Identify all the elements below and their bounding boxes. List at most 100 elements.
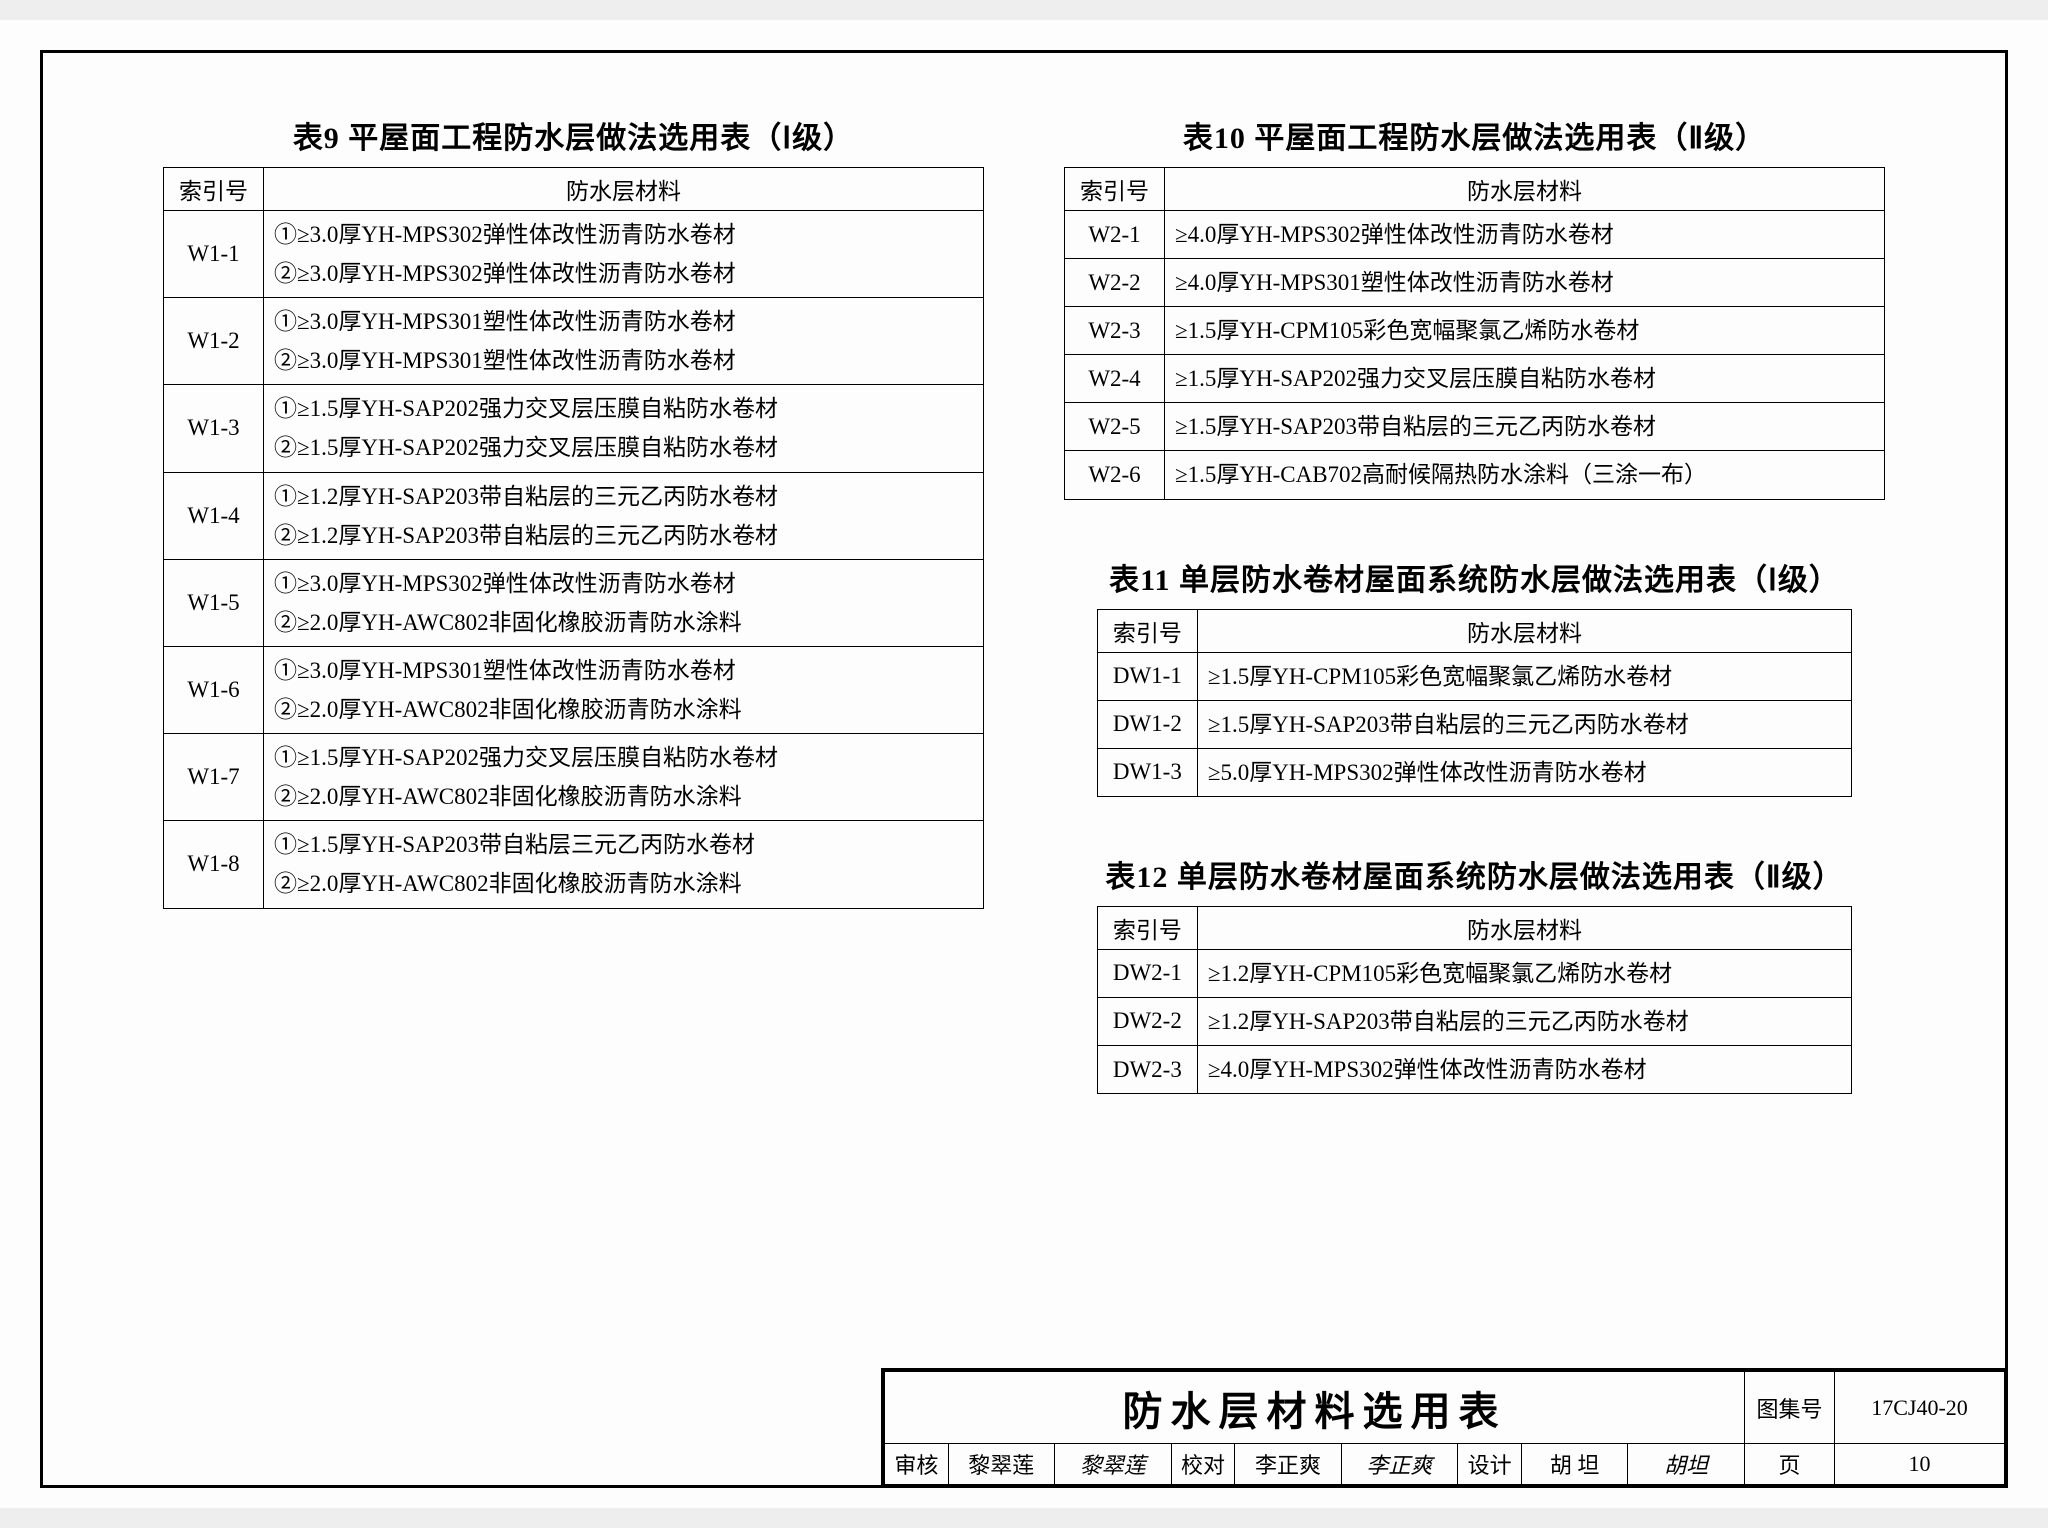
material-cell: ≥4.0厚YH-MPS301塑性体改性沥青防水卷材 bbox=[1165, 259, 1885, 307]
material-line: ≥4.0厚YH-MPS301塑性体改性沥青防水卷材 bbox=[1175, 263, 1874, 302]
material-line: ②≥1.2厚YH-SAP203带自粘层的三元乙丙防水卷材 bbox=[274, 516, 973, 555]
table-row: W1-7①≥1.5厚YH-SAP202强力交叉层压膜自粘防水卷材②≥2.0厚YH… bbox=[164, 734, 984, 821]
table12-wrap: 表12 单层防水卷材屋面系统防水层做法选用表（Ⅱ级） 索引号 防水层材料 DW2… bbox=[1064, 852, 1885, 1094]
left-column: 表9 平屋面工程防水层做法选用表（Ⅰ级） 索引号 防水层材料 W1-1①≥3.0… bbox=[163, 113, 984, 1475]
index-cell: DW1-2 bbox=[1097, 700, 1197, 748]
index-cell: W1-3 bbox=[164, 385, 264, 472]
table-row: DW1-3 ≥5.0厚YH-MPS302弹性体改性沥青防水卷材 bbox=[1097, 748, 1851, 796]
index-cell: DW2-1 bbox=[1097, 949, 1197, 997]
page-label: 页 bbox=[1745, 1444, 1835, 1485]
table9-title: 表9 平屋面工程防水层做法选用表（Ⅰ级） bbox=[163, 113, 984, 157]
table10-title: 表10 平屋面工程防水层做法选用表（Ⅱ级） bbox=[1064, 113, 1885, 157]
material-cell: ≥1.5厚YH-CPM105彩色宽幅聚氯乙烯防水卷材 bbox=[1197, 652, 1851, 700]
material-cell: ≥1.2厚YH-CPM105彩色宽幅聚氯乙烯防水卷材 bbox=[1197, 949, 1851, 997]
material-line: ①≥3.0厚YH-MPS302弹性体改性沥青防水卷材 bbox=[274, 564, 973, 603]
material-line: ②≥1.5厚YH-SAP202强力交叉层压膜自粘防水卷材 bbox=[274, 428, 973, 467]
index-cell: W1-2 bbox=[164, 298, 264, 385]
material-cell: ≥1.5厚YH-CPM105彩色宽幅聚氯乙烯防水卷材 bbox=[1165, 307, 1885, 355]
material-line: ≥1.5厚YH-SAP203带自粘层的三元乙丙防水卷材 bbox=[1208, 705, 1841, 744]
design-name: 胡 坦 bbox=[1522, 1444, 1628, 1485]
design-signature: 胡坦 bbox=[1628, 1444, 1745, 1485]
table12-header-material: 防水层材料 bbox=[1197, 906, 1851, 949]
index-cell: W2-4 bbox=[1065, 355, 1165, 403]
check-name: 李正爽 bbox=[1235, 1444, 1341, 1485]
table-row: W1-2①≥3.0厚YH-MPS301塑性体改性沥青防水卷材②≥3.0厚YH-M… bbox=[164, 298, 984, 385]
table10-body: W2-1 ≥4.0厚YH-MPS302弹性体改性沥青防水卷材 W2-2 ≥4.0厚YH… bbox=[1065, 211, 1885, 500]
material-line: ≥5.0厚YH-MPS302弹性体改性沥青防水卷材 bbox=[1208, 753, 1841, 792]
material-cell: ①≥1.2厚YH-SAP203带自粘层的三元乙丙防水卷材②≥1.2厚YH-SAP… bbox=[264, 472, 984, 559]
material-cell: ≥1.5厚YH-CAB702高耐候隔热防水涂料（三涂一布） bbox=[1165, 451, 1885, 499]
index-cell: DW2-3 bbox=[1097, 1046, 1197, 1094]
title-block: 防水层材料选用表 图集号 17CJ40-20 审核 黎翠莲 黎翠莲 校对 李正爽… bbox=[881, 1368, 2008, 1488]
table12-body: DW2-1≥1.2厚YH-CPM105彩色宽幅聚氯乙烯防水卷材DW2-2 ≥1.2… bbox=[1097, 949, 1851, 1093]
table-row: W1-3 ①≥1.5厚YH-SAP202强力交叉层压膜自粘防水卷材②≥1.5厚YH… bbox=[164, 385, 984, 472]
index-cell: W1-4 bbox=[164, 472, 264, 559]
table-row: W2-1 ≥4.0厚YH-MPS302弹性体改性沥青防水卷材 bbox=[1065, 211, 1885, 259]
table-row: DW2-3 ≥4.0厚YH-MPS302弹性体改性沥青防水卷材 bbox=[1097, 1046, 1851, 1094]
material-line: ≥1.5厚YH-SAP202强力交叉层压膜自粘防水卷材 bbox=[1175, 359, 1874, 398]
material-line: ①≥1.5厚YH-SAP202强力交叉层压膜自粘防水卷材 bbox=[274, 389, 973, 428]
index-cell: DW1-1 bbox=[1097, 652, 1197, 700]
material-line: ②≥3.0厚YH-MPS301塑性体改性沥青防水卷材 bbox=[274, 341, 973, 380]
index-cell: W2-6 bbox=[1065, 451, 1165, 499]
table-row: W2-6 ≥1.5厚YH-CAB702高耐候隔热防水涂料（三涂一布） bbox=[1065, 451, 1885, 499]
material-line: ②≥2.0厚YH-AWC802非固化橡胶沥青防水涂料 bbox=[274, 777, 973, 816]
index-cell: W2-1 bbox=[1065, 211, 1165, 259]
table-row: W2-2 ≥4.0厚YH-MPS301塑性体改性沥青防水卷材 bbox=[1065, 259, 1885, 307]
design-label: 设计 bbox=[1458, 1444, 1522, 1485]
material-cell: ①≥1.5厚YH-SAP203带自粘层三元乙丙防水卷材②≥2.0厚YH-AWC8… bbox=[264, 821, 984, 908]
material-cell: ≥1.2厚YH-SAP203带自粘层的三元乙丙防水卷材 bbox=[1197, 997, 1851, 1045]
material-line: ①≥3.0厚YH-MPS301塑性体改性沥青防水卷材 bbox=[274, 651, 973, 690]
material-cell: ≥4.0厚YH-MPS302弹性体改性沥青防水卷材 bbox=[1165, 211, 1885, 259]
table11-header-material: 防水层材料 bbox=[1197, 609, 1851, 652]
material-line: ≥1.5厚YH-CAB702高耐候隔热防水涂料（三涂一布） bbox=[1175, 455, 1874, 494]
table-row: DW2-2 ≥1.2厚YH-SAP203带自粘层的三元乙丙防水卷材 bbox=[1097, 997, 1851, 1045]
page-no: 10 bbox=[1835, 1444, 2005, 1485]
material-line: ②≥3.0厚YH-MPS302弹性体改性沥青防水卷材 bbox=[274, 254, 973, 293]
table-row: W1-6①≥3.0厚YH-MPS301塑性体改性沥青防水卷材②≥2.0厚YH-A… bbox=[164, 646, 984, 733]
table10-header-index: 索引号 bbox=[1065, 168, 1165, 211]
material-line: ②≥2.0厚YH-AWC802非固化橡胶沥青防水涂料 bbox=[274, 603, 973, 642]
material-line: ≥1.5厚YH-CPM105彩色宽幅聚氯乙烯防水卷材 bbox=[1208, 657, 1841, 696]
index-cell: W1-5 bbox=[164, 559, 264, 646]
table-row: W2-5≥1.5厚YH-SAP203带自粘层的三元乙丙防水卷材 bbox=[1065, 403, 1885, 451]
material-line: ①≥1.5厚YH-SAP202强力交叉层压膜自粘防水卷材 bbox=[274, 738, 973, 777]
table9: 索引号 防水层材料 W1-1①≥3.0厚YH-MPS302弹性体改性沥青防水卷材… bbox=[163, 167, 984, 909]
material-cell: ①≥3.0厚YH-MPS301塑性体改性沥青防水卷材②≥3.0厚YH-MPS30… bbox=[264, 298, 984, 385]
table12-title: 表12 单层防水卷材屋面系统防水层做法选用表（Ⅱ级） bbox=[1064, 852, 1885, 896]
material-cell: ①≥1.5厚YH-SAP202强力交叉层压膜自粘防水卷材②≥2.0厚YH-AWC… bbox=[264, 734, 984, 821]
atlas-no: 17CJ40-20 bbox=[1835, 1372, 2005, 1444]
material-line: ≥1.2厚YH-SAP203带自粘层的三元乙丙防水卷材 bbox=[1208, 1002, 1841, 1041]
index-cell: W1-7 bbox=[164, 734, 264, 821]
table11-header-index: 索引号 bbox=[1097, 609, 1197, 652]
table9-header-material: 防水层材料 bbox=[264, 168, 984, 211]
material-cell: ①≥3.0厚YH-MPS302弹性体改性沥青防水卷材②≥3.0厚YH-MPS30… bbox=[264, 211, 984, 298]
table12: 索引号 防水层材料 DW2-1≥1.2厚YH-CPM105彩色宽幅聚氯乙烯防水卷… bbox=[1097, 906, 1852, 1094]
atlas-label: 图集号 bbox=[1745, 1372, 1835, 1444]
material-line: ②≥2.0厚YH-AWC802非固化橡胶沥青防水涂料 bbox=[274, 690, 973, 729]
table-row: W1-4①≥1.2厚YH-SAP203带自粘层的三元乙丙防水卷材②≥1.2厚YH… bbox=[164, 472, 984, 559]
material-line: ①≥3.0厚YH-MPS301塑性体改性沥青防水卷材 bbox=[274, 302, 973, 341]
table-row: W1-8①≥1.5厚YH-SAP203带自粘层三元乙丙防水卷材②≥2.0厚YH-… bbox=[164, 821, 984, 908]
index-cell: DW1-3 bbox=[1097, 748, 1197, 796]
review-signature: 黎翠莲 bbox=[1054, 1444, 1171, 1485]
right-column: 表10 平屋面工程防水层做法选用表（Ⅱ级） 索引号 防水层材料 W2-1 ≥4.0… bbox=[1064, 113, 1885, 1475]
table11-wrap: 表11 单层防水卷材屋面系统防水层做法选用表（Ⅰ级） 索引号 防水层材料 DW1… bbox=[1064, 555, 1885, 797]
table11-body: DW1-1 ≥1.5厚YH-CPM105彩色宽幅聚氯乙烯防水卷材 DW1-2 ≥1.5… bbox=[1097, 652, 1851, 796]
table10-header-material: 防水层材料 bbox=[1165, 168, 1885, 211]
material-line: ①≥3.0厚YH-MPS302弹性体改性沥青防水卷材 bbox=[274, 215, 973, 254]
index-cell: W2-2 bbox=[1065, 259, 1165, 307]
material-cell: ≥5.0厚YH-MPS302弹性体改性沥青防水卷材 bbox=[1197, 748, 1851, 796]
table9-body: W1-1①≥3.0厚YH-MPS302弹性体改性沥青防水卷材②≥3.0厚YH-M… bbox=[164, 211, 984, 909]
material-line: ≥4.0厚YH-MPS302弹性体改性沥青防水卷材 bbox=[1208, 1050, 1841, 1089]
table9-header-index: 索引号 bbox=[164, 168, 264, 211]
table-row: W1-5 ①≥3.0厚YH-MPS302弹性体改性沥青防水卷材②≥2.0厚YH-A… bbox=[164, 559, 984, 646]
index-cell: DW2-2 bbox=[1097, 997, 1197, 1045]
check-signature: 李正爽 bbox=[1341, 1444, 1458, 1485]
table-row: DW1-1 ≥1.5厚YH-CPM105彩色宽幅聚氯乙烯防水卷材 bbox=[1097, 652, 1851, 700]
material-cell: ≥1.5厚YH-SAP203带自粘层的三元乙丙防水卷材 bbox=[1197, 700, 1851, 748]
material-line: ②≥2.0厚YH-AWC802非固化橡胶沥青防水涂料 bbox=[274, 864, 973, 903]
material-line: ≥1.5厚YH-SAP203带自粘层的三元乙丙防水卷材 bbox=[1175, 407, 1874, 446]
material-line: ≥4.0厚YH-MPS302弹性体改性沥青防水卷材 bbox=[1175, 215, 1874, 254]
table-row: W1-1①≥3.0厚YH-MPS302弹性体改性沥青防水卷材②≥3.0厚YH-M… bbox=[164, 211, 984, 298]
